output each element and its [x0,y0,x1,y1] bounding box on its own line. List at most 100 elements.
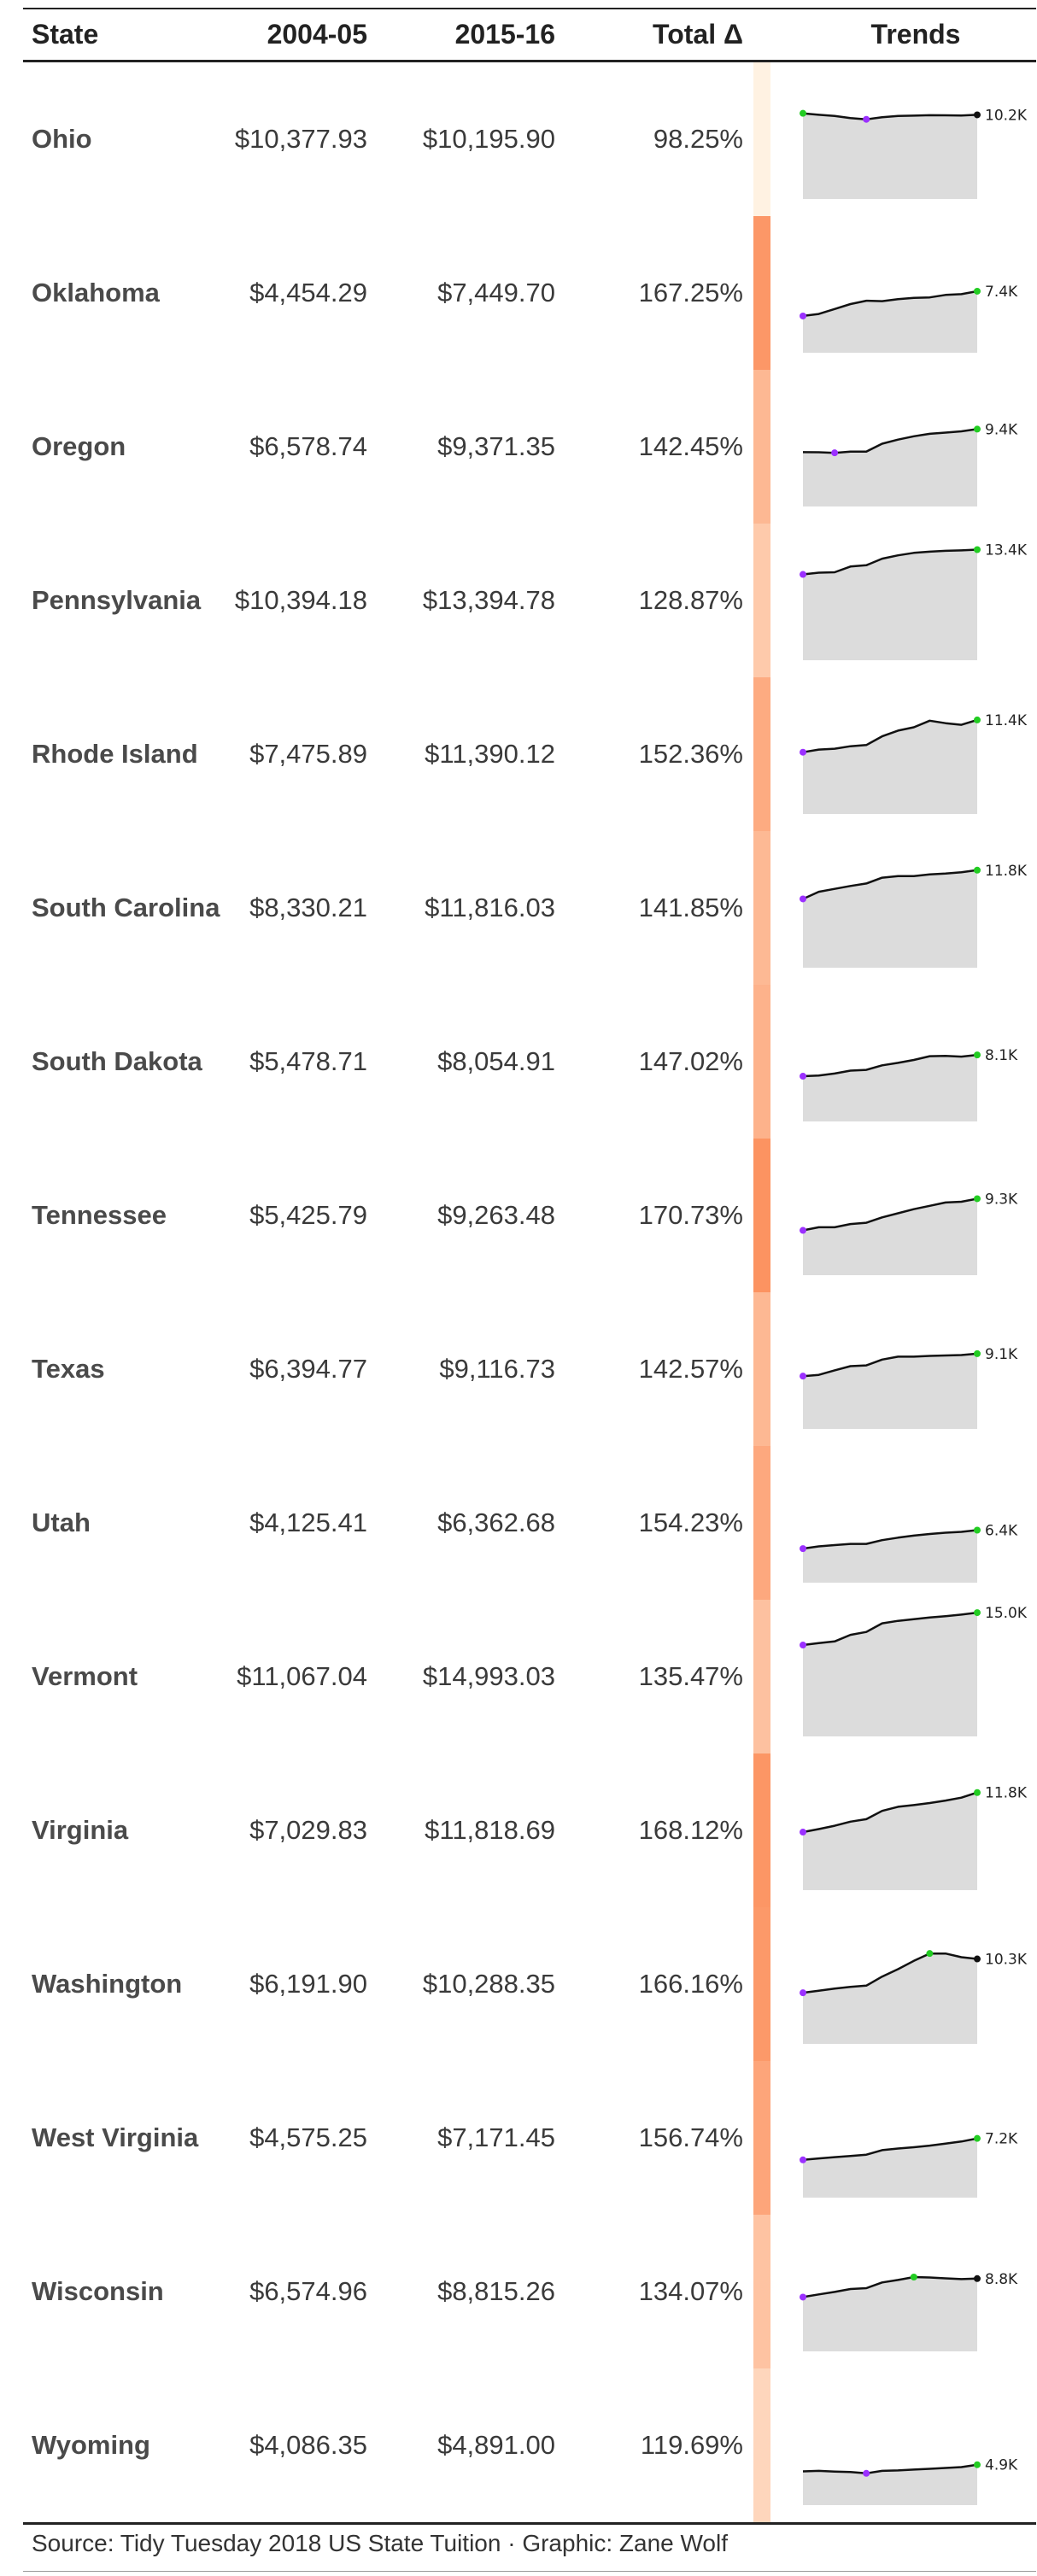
trend-sparkline: 11.8K [800,1785,1028,1890]
sparkline-max-point [974,1349,981,1357]
sparkline-end-label: 9.1K [985,1346,1018,1363]
tuition-2015-cell: $6,362.68 [437,1508,555,1537]
table-row: Virginia $7,029.83 $11,818.69 168.12% 11.8K [0,1753,1037,1907]
trend-sparkline: 7.2K [800,2131,1018,2198]
state-cell: Oklahoma [32,278,160,307]
sparkline-max-point [800,109,806,117]
total-change-cell: 135.47% [638,1661,743,1691]
tuition-2004-cell: $10,377.93 [234,124,367,154]
sparkline-end-label: 10.2K [985,107,1028,124]
sparkline-last-point [974,2274,981,2282]
tuition-2015-cell: $8,054.91 [437,1046,555,1076]
sparkline-line [802,1352,978,1378]
change-color-bar [753,524,770,677]
tuition-2004-cell: $8,330.21 [249,893,367,922]
tuition-2015-cell: $7,171.45 [437,2122,555,2152]
tuition-2015-cell: $14,993.03 [422,1661,555,1691]
sparkline-max-point [974,546,981,553]
total-change-cell: 142.45% [638,431,743,461]
sparkline-min-point [800,895,806,903]
table-row: South Carolina $8,330.21 $11,816.03 141.85%… [0,831,1037,985]
tuition-2015-cell: $9,263.48 [437,1200,555,1230]
trend-sparkline: 7.4K [800,284,1018,353]
state-cell: Tennessee [32,1200,167,1230]
table-row: Texas $6,394.77 $9,116.73 142.57% 9.1K [0,1292,1037,1446]
sparkline-end-label: 9.3K [985,1191,1018,1208]
table-row: Wyoming $4,086.35 $4,891.00 119.69% 4.9K [0,2368,1037,2522]
change-color-bar [753,2061,770,2215]
sparkline-min-point [800,1073,806,1080]
sparkline-end-label: 11.8K [985,1785,1028,1802]
change-color-bar [753,1907,770,2061]
sparkline-area [803,2277,977,2351]
sparkline-area [803,1530,977,1583]
state-cell: Rhode Island [32,739,198,769]
sparkline-min-point [800,748,806,756]
sparkline-line [802,290,978,318]
sparkline-min-point [863,115,870,123]
sparkline-max-point [974,287,981,295]
sparkline-min-point [800,1989,806,1997]
sparkline-min-point [800,571,806,578]
tuition-2015-cell: $11,390.12 [425,739,555,769]
trend-sparkline: 13.4K [800,542,1028,660]
header-total-change: Total Δ [653,19,743,50]
sparkline-end-label: 11.8K [985,863,1028,880]
change-color-bar [753,1139,770,1292]
tuition-2004-cell: $7,475.89 [249,739,367,769]
table-row: Utah $4,125.41 $6,362.68 154.23% 6.4K [0,1446,1037,1600]
sparkline-area [803,291,977,353]
state-cell: Wisconsin [32,2276,164,2306]
state-cell: Oregon [32,431,126,461]
sparkline-line [802,718,978,753]
tuition-2004-cell: $4,125.41 [249,1508,367,1537]
state-cell: Vermont [32,1661,138,1691]
state-cell: South Dakota [32,1046,202,1076]
change-color-bar [753,831,770,985]
header-2015-16: 2015-16 [454,19,555,50]
total-change-cell: 166.16% [638,1969,743,1999]
total-change-cell: 128.87% [638,585,743,615]
sparkline-max-point [974,1195,981,1203]
table-row: Tennessee $5,425.79 $9,263.48 170.73% 9.3K [0,1139,1037,1292]
tuition-2015-cell: $4,891.00 [437,2430,555,2460]
trend-sparkline: 9.1K [800,1346,1018,1429]
sparkline-area [803,549,977,660]
state-cell: Virginia [32,1815,129,1845]
sparkline-min-point [800,2293,806,2301]
sparkline-max-point [974,866,981,874]
sparkline-end-label: 8.8K [985,2271,1018,2288]
sparkline-max-point [974,1789,981,1796]
tuition-2015-cell: $13,394.78 [422,585,555,615]
sparkline-end-label: 7.2K [985,2131,1018,2148]
trend-sparkline: 8.1K [800,1047,1018,1121]
footer-rule [23,2571,1036,2572]
sparkline-line [802,1053,978,1078]
state-cell: Pennsylvania [32,585,202,615]
sparkline-min-point [800,1829,806,1836]
total-change-cell: 119.69% [640,2430,743,2460]
sparkline-line [802,1791,978,1834]
sparkline-max-point [974,716,981,723]
header-trends: Trends [870,19,961,50]
trend-sparkline: 9.3K [800,1191,1018,1275]
table-row: South Dakota $5,478.71 $8,054.91 147.02% 8.1… [0,985,1037,1139]
state-cell: Texas [32,1354,105,1384]
trend-sparkline: 11.4K [800,712,1028,814]
change-color-bar [753,370,770,524]
sparkline-area [803,1953,977,2044]
sparkline-line [802,2275,978,2298]
total-change-cell: 152.36% [638,739,743,769]
sparkline-line [802,1529,978,1550]
trend-sparkline: 8.8K [800,2271,1018,2351]
change-color-bar [753,1446,770,1600]
sparkline-end-label: 10.3K [985,1952,1028,1969]
change-color-bar [753,985,770,1139]
total-change-cell: 156.74% [638,2122,743,2152]
sparkline-line [802,2463,978,2475]
state-cell: Washington [32,1969,183,1999]
total-change-cell: 147.02% [638,1046,743,1076]
sparkline-area [803,719,977,814]
sparkline-last-point [974,111,981,119]
